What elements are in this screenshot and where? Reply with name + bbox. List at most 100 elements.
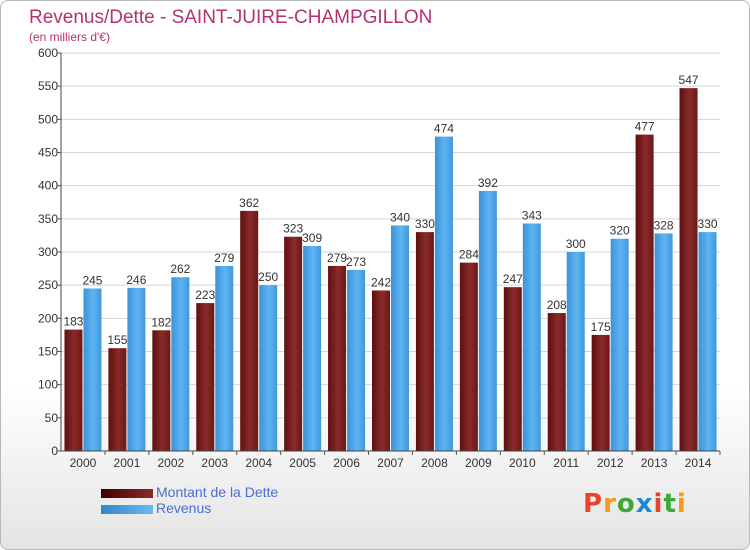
bar-revenue: [171, 277, 190, 451]
data-label-debt: 547: [679, 73, 699, 87]
data-label-revenue: 246: [126, 273, 146, 287]
y-tick-label: 600: [38, 46, 58, 60]
bar-revenue: [215, 265, 234, 451]
x-tick-label: 2011: [553, 456, 579, 470]
logo-letter: o: [616, 489, 636, 519]
data-label-debt: 155: [107, 333, 127, 347]
logo-letter: t: [663, 489, 677, 519]
data-label-revenue: 320: [610, 224, 630, 238]
bar-debt: [591, 334, 610, 451]
bar-debt: [415, 232, 434, 451]
bar-revenue: [566, 252, 585, 451]
legend-swatch-debt: [101, 489, 153, 498]
data-label-revenue: 300: [566, 237, 586, 251]
data-label-revenue: 474: [434, 122, 454, 136]
data-label-debt: 182: [151, 315, 171, 329]
y-tick-label: 450: [38, 146, 58, 160]
x-tick-label: 2007: [377, 456, 404, 470]
proxiti-logo: Proxiti: [583, 489, 687, 519]
bar-debt: [152, 330, 171, 451]
bar-debt: [547, 313, 566, 451]
x-tick-label: 2012: [597, 456, 624, 470]
data-label-debt: 208: [547, 298, 567, 312]
data-label-revenue: 309: [302, 231, 322, 245]
data-label-debt: 247: [503, 272, 523, 286]
y-tick-label: 350: [38, 212, 58, 226]
y-tick-label: 150: [38, 345, 58, 359]
data-label-debt: 279: [327, 251, 347, 265]
data-label-debt: 330: [415, 217, 435, 231]
bar-debt: [108, 348, 127, 451]
legend-label-debt: Montant de la Dette: [156, 484, 279, 500]
y-tick-label: 300: [38, 245, 58, 259]
legend-swatch-revenue: [101, 505, 153, 514]
data-label-revenue: 340: [390, 210, 410, 224]
data-label-debt: 477: [635, 120, 655, 134]
y-tick-label: 200: [38, 311, 58, 325]
data-label-debt: 175: [591, 320, 611, 334]
bar-debt: [328, 265, 347, 451]
bar-revenue: [698, 232, 717, 451]
bar-debt: [459, 262, 478, 451]
data-label-revenue: 273: [346, 255, 366, 269]
bar-debt: [372, 290, 390, 451]
y-tick-label: 400: [38, 179, 58, 193]
data-label-revenue: 330: [698, 217, 718, 231]
bar-revenue: [259, 285, 278, 451]
bar-revenue: [434, 136, 453, 451]
bar-revenue: [127, 287, 146, 451]
logo-letter: P: [583, 489, 604, 519]
y-tick-label: 500: [38, 112, 58, 126]
data-label-debt: 323: [283, 222, 303, 236]
bar-debt: [240, 210, 259, 451]
data-label-debt: 183: [63, 315, 83, 329]
x-tick-label: 2005: [289, 456, 316, 470]
data-label-debt: 284: [459, 248, 479, 262]
data-label-revenue: 343: [522, 208, 542, 222]
bar-debt: [64, 329, 83, 451]
x-tick-label: 2006: [333, 456, 360, 470]
bar-revenue: [303, 246, 322, 451]
data-label-revenue: 250: [258, 270, 278, 284]
logo-letter: i: [676, 489, 687, 519]
bar-revenue: [654, 233, 673, 451]
data-label-revenue: 279: [214, 251, 234, 265]
data-label-revenue: 328: [654, 218, 674, 232]
x-tick-label: 2008: [421, 456, 448, 470]
bar-debt: [635, 134, 654, 451]
y-tick-label: 50: [45, 411, 59, 425]
x-tick-label: 2014: [685, 456, 712, 470]
bar-revenue: [391, 225, 409, 451]
x-tick-label: 2002: [157, 456, 184, 470]
x-tick-label: 2001: [114, 456, 141, 470]
bar-revenue: [522, 223, 541, 451]
chart-subtitle: (en milliers d'€): [29, 30, 110, 44]
logo-letter: x: [635, 489, 654, 519]
data-label-revenue: 262: [170, 262, 190, 276]
y-tick-label: 0: [51, 444, 58, 458]
bar-debt: [196, 303, 215, 451]
x-tick-label: 2013: [641, 456, 668, 470]
logo-letter: r: [603, 489, 617, 519]
bar-debt: [503, 287, 522, 451]
data-label-revenue: 245: [82, 273, 102, 287]
bar-debt: [679, 88, 698, 451]
x-tick-label: 2000: [70, 456, 97, 470]
bar-revenue: [478, 190, 497, 451]
x-tick-label: 2009: [465, 456, 492, 470]
bar-revenue: [610, 238, 629, 451]
data-label-debt: 242: [371, 275, 391, 289]
data-label-revenue: 392: [478, 176, 498, 190]
bar-revenue: [83, 288, 102, 451]
bar-revenue: [347, 269, 366, 451]
x-tick-label: 2004: [245, 456, 272, 470]
x-tick-label: 2010: [509, 456, 536, 470]
chart-title: Revenus/Dette - SAINT-JUIRE-CHAMPGILLON: [29, 7, 433, 28]
logo-letter: i: [653, 489, 664, 519]
data-label-debt: 223: [195, 288, 215, 302]
data-label-debt: 362: [239, 196, 259, 210]
y-tick-label: 100: [38, 378, 58, 392]
x-tick-label: 2003: [201, 456, 228, 470]
